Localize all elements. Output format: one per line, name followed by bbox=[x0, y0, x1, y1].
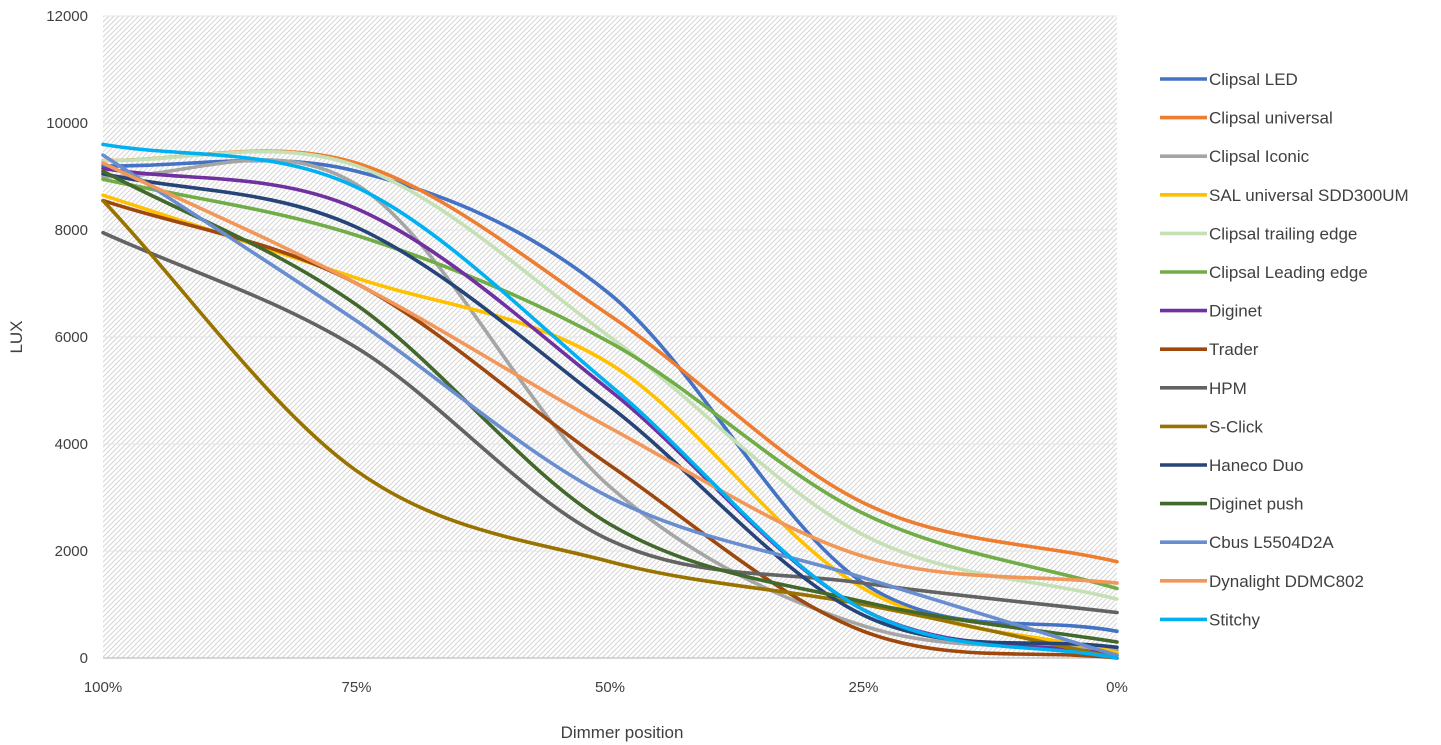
legend-label: Trader bbox=[1209, 340, 1259, 359]
series-line-clipsal-trailing-edge bbox=[101, 149, 1119, 601]
legend-item-hpm: HPM bbox=[1160, 379, 1247, 398]
x-axis-title: Dimmer position bbox=[561, 723, 684, 742]
legend-label: Clipsal Leading edge bbox=[1209, 263, 1368, 282]
legend-label: Diginet bbox=[1209, 302, 1262, 321]
legend-item-trader: Trader bbox=[1160, 340, 1259, 359]
series-lines bbox=[101, 142, 1119, 660]
legend-item-diginet: Diginet bbox=[1160, 302, 1262, 321]
series-line-dynalight-ddmc802 bbox=[101, 161, 1119, 585]
legend-label: Diginet push bbox=[1209, 495, 1304, 514]
y-tick-label: 12000 bbox=[46, 8, 88, 25]
legend-label: Clipsal trailing edge bbox=[1209, 224, 1357, 243]
series-line-clipsal-iconic bbox=[101, 158, 1119, 652]
legend-label: Clipsal LED bbox=[1209, 70, 1298, 89]
series-line-stitchy bbox=[101, 142, 1119, 660]
gridlines bbox=[103, 15, 1117, 659]
legend-item-sal-universal-sdd300um: SAL universal SDD300UM bbox=[1160, 186, 1409, 205]
legend-label: SAL universal SDD300UM bbox=[1209, 186, 1409, 205]
series-line-clipsal-leading-edge bbox=[101, 177, 1119, 591]
series-line-trader bbox=[101, 198, 1119, 660]
y-tick-label: 0 bbox=[80, 650, 88, 667]
y-axis-ticks: 0 2000 4000 6000 8000 10000 12000 bbox=[46, 8, 88, 667]
legend-item-diginet-push: Diginet push bbox=[1160, 495, 1304, 514]
legend-item-clipsal-trailing-edge: Clipsal trailing edge bbox=[1160, 224, 1357, 243]
y-tick-label: 2000 bbox=[55, 543, 88, 560]
legend: Clipsal LED Clipsal universal Clipsal Icon… bbox=[1160, 70, 1409, 629]
legend-label: HPM bbox=[1209, 379, 1247, 398]
y-tick-label: 4000 bbox=[55, 436, 88, 453]
x-tick-label: 50% bbox=[595, 679, 625, 696]
x-axis-ticks: 100% 75% 50% 25% 0% bbox=[84, 679, 1128, 696]
legend-label: Clipsal universal bbox=[1209, 109, 1333, 128]
legend-item-clipsal-leading-edge: Clipsal Leading edge bbox=[1160, 263, 1368, 282]
legend-item-clipsal-iconic: Clipsal Iconic bbox=[1160, 147, 1310, 166]
x-tick-label: 75% bbox=[341, 679, 371, 696]
legend-label: Stitchy bbox=[1209, 610, 1261, 629]
y-axis-title: LUX bbox=[7, 320, 26, 353]
series-line-s-click bbox=[101, 198, 1119, 660]
legend-item-haneco-duo: Haneco Duo bbox=[1160, 456, 1304, 475]
x-tick-label: 100% bbox=[84, 679, 122, 696]
legend-label: S-Click bbox=[1209, 417, 1263, 436]
legend-label: Cbus L5504D2A bbox=[1209, 533, 1334, 552]
legend-label: Dynalight DDMC802 bbox=[1209, 572, 1364, 591]
legend-label: Clipsal Iconic bbox=[1209, 147, 1310, 166]
legend-item-clipsal-universal: Clipsal universal bbox=[1160, 109, 1333, 128]
legend-item-cbus-l5504d2a: Cbus L5504D2A bbox=[1160, 533, 1334, 552]
series-line-cbus-l5504d2a bbox=[101, 153, 1119, 658]
x-tick-label: 25% bbox=[848, 679, 878, 696]
series-line-hpm bbox=[101, 230, 1119, 615]
x-tick-label: 0% bbox=[1106, 679, 1128, 696]
legend-item-s-click: S-Click bbox=[1160, 417, 1263, 436]
series-line-diginet-push bbox=[101, 169, 1119, 644]
y-tick-label: 10000 bbox=[46, 115, 88, 132]
y-tick-label: 6000 bbox=[55, 329, 88, 346]
legend-label: Haneco Duo bbox=[1209, 456, 1304, 475]
y-tick-label: 8000 bbox=[55, 222, 88, 239]
legend-item-stitchy: Stitchy bbox=[1160, 610, 1261, 629]
legend-item-clipsal-led: Clipsal LED bbox=[1160, 70, 1298, 89]
legend-item-dynalight-ddmc802: Dynalight DDMC802 bbox=[1160, 572, 1364, 591]
